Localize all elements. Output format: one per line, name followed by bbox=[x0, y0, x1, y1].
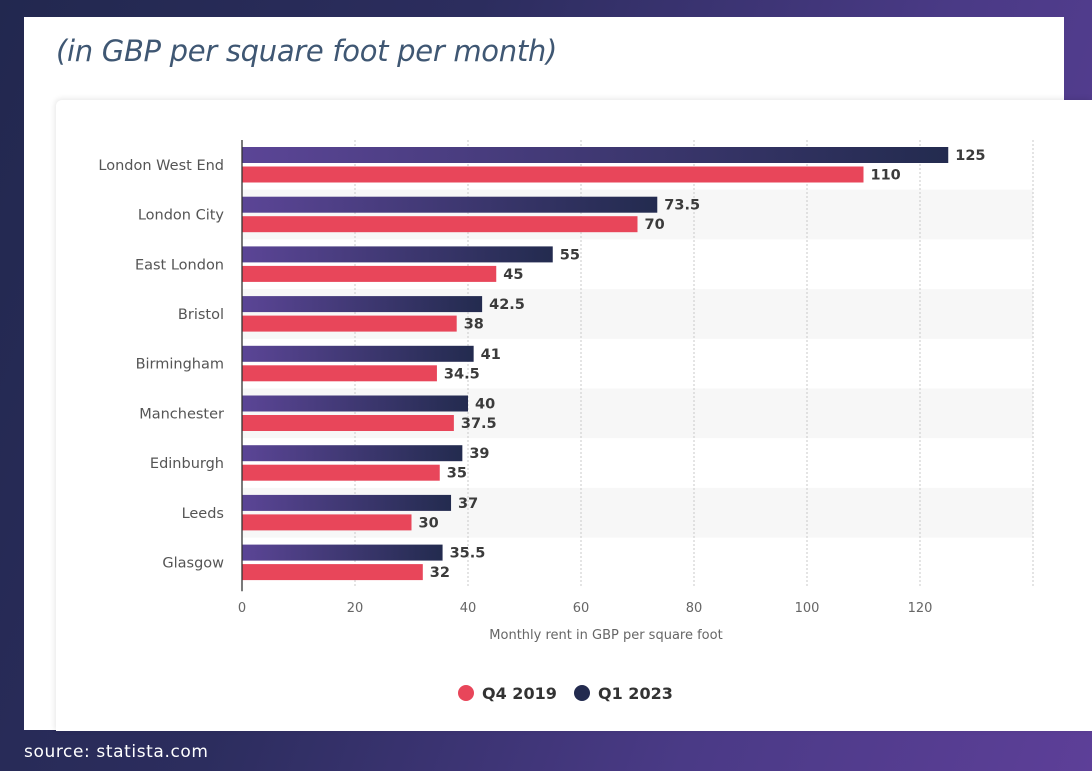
category-label-leeds: Leeds bbox=[182, 506, 224, 522]
x-tick-label: 40 bbox=[460, 601, 477, 616]
bar-q4-2019-edinburgh bbox=[242, 464, 440, 481]
bar-q4-2019-manchester bbox=[242, 415, 454, 431]
value-label-q1-2023: 41 bbox=[481, 347, 501, 363]
bar-q1-2023-east-london bbox=[242, 246, 553, 263]
value-label-q1-2023: 40 bbox=[475, 397, 495, 413]
bar-q1-2023-london-west-end bbox=[242, 147, 949, 163]
bar-q1-2023-manchester bbox=[242, 395, 468, 412]
bar-q4-2019-east-london bbox=[242, 265, 497, 282]
value-label-q4-2019: 32 bbox=[430, 565, 450, 581]
category-label-manchester: Manchester bbox=[139, 406, 224, 422]
value-label-q1-2023: 39 bbox=[469, 446, 489, 462]
legend-marker-q1-2023 bbox=[574, 685, 590, 701]
category-label-edinburgh: Edinburgh bbox=[150, 456, 224, 472]
value-label-q1-2023: 125 bbox=[955, 148, 985, 164]
bar-q4-2019-london-city bbox=[242, 216, 638, 233]
value-label-q4-2019: 35 bbox=[447, 466, 467, 482]
value-label-q4-2019: 110 bbox=[871, 168, 901, 184]
category-label-east-london: East London bbox=[135, 257, 224, 273]
legend-marker-q4-2019 bbox=[458, 685, 474, 701]
x-tick-label: 120 bbox=[908, 601, 933, 616]
category-label-london-city: London City bbox=[138, 208, 225, 224]
value-label-q4-2019: 37.5 bbox=[461, 416, 497, 432]
bar-q1-2023-leeds bbox=[242, 494, 452, 511]
bar-chart: London West End 125 110 London City 73.5 70 Ea… bbox=[98, 140, 1034, 703]
category-label-birmingham: Birmingham bbox=[136, 357, 224, 373]
category-label-glasgow: Glasgow bbox=[162, 555, 224, 571]
source-credit: source: statista.com bbox=[24, 742, 209, 762]
bar-q1-2023-birmingham bbox=[242, 345, 474, 362]
bar-q1-2023-bristol bbox=[242, 296, 483, 313]
bar-q1-2023-london-city bbox=[242, 196, 658, 213]
value-label-q4-2019: 45 bbox=[503, 267, 523, 283]
x-tick-label: 100 bbox=[795, 601, 820, 616]
category-label-london-west-end: London West End bbox=[98, 158, 224, 174]
value-label-q1-2023: 35.5 bbox=[450, 546, 486, 562]
bar-q4-2019-london-west-end bbox=[242, 166, 864, 183]
value-label-q1-2023: 73.5 bbox=[664, 198, 700, 214]
value-label-q1-2023: 37 bbox=[458, 496, 478, 512]
legend-label-q1-2023: Q1 2023 bbox=[598, 684, 673, 703]
value-label-q4-2019: 70 bbox=[645, 217, 665, 233]
bar-q4-2019-bristol bbox=[242, 315, 457, 332]
value-label-q4-2019: 34.5 bbox=[444, 366, 480, 382]
value-label-q1-2023: 55 bbox=[560, 247, 580, 263]
legend-label-q4-2019: Q4 2019 bbox=[482, 684, 557, 703]
x-tick-label: 20 bbox=[347, 601, 364, 616]
bar-q4-2019-glasgow bbox=[242, 564, 423, 581]
value-label-q4-2019: 30 bbox=[419, 515, 439, 531]
value-label-q1-2023: 42.5 bbox=[489, 297, 525, 313]
x-tick-label: 60 bbox=[573, 601, 590, 616]
value-label-q4-2019: 38 bbox=[464, 317, 484, 333]
bar-q4-2019-birmingham bbox=[242, 365, 437, 382]
category-label-bristol: Bristol bbox=[178, 307, 224, 323]
x-tick-label: 80 bbox=[686, 601, 703, 616]
chart-card: London West End 125 110 London City 73.5 70 Ea… bbox=[56, 100, 1092, 731]
bar-q1-2023-edinburgh bbox=[242, 445, 463, 462]
x-tick-label: 0 bbox=[238, 601, 246, 616]
x-axis-title: Monthly rent in GBP per square foot bbox=[489, 628, 722, 643]
bar-q1-2023-glasgow bbox=[242, 544, 443, 561]
bar-q4-2019-leeds bbox=[242, 514, 412, 531]
chart-subtitle: (in GBP per square foot per month) bbox=[56, 34, 557, 68]
